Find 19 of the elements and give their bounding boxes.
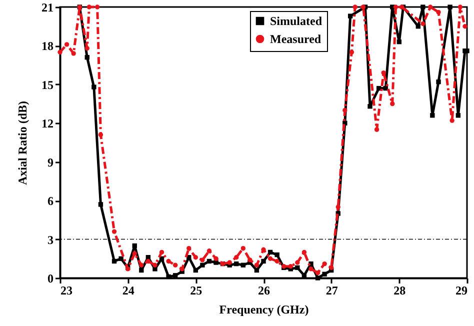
x-tick-label: 28 (394, 284, 406, 298)
y-tick-label: 3 (48, 232, 54, 247)
x-axis-title: Frequency (GHz) (219, 302, 309, 316)
x-tick-label: 27 (326, 284, 338, 298)
y-tick-label: 0 (48, 272, 54, 286)
legend-label: Measured (270, 32, 322, 46)
y-tick-label: 21 (42, 0, 54, 14)
y-tick-label: 18 (42, 39, 54, 54)
x-tick-label: 26 (258, 284, 270, 298)
y-tick-label: 15 (42, 78, 54, 92)
x-tick-label: 24 (122, 284, 134, 298)
x-tick-label: 23 (60, 284, 72, 298)
legend-label: Simulated (270, 14, 322, 28)
y-tick-label: 6 (48, 194, 54, 208)
y-tick-label: 12 (42, 116, 54, 131)
y-tick-label: 9 (48, 155, 54, 170)
y-axis-title: Axial Ratio (dB) (16, 100, 30, 185)
x-tick-label: 29 (456, 284, 468, 298)
x-tick-label: 25 (190, 284, 202, 298)
